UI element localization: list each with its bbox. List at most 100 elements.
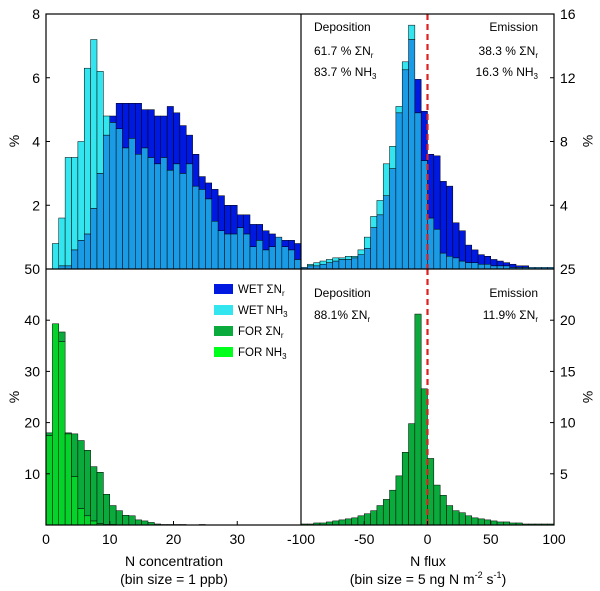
wet-flux-overlap-bar	[345, 259, 352, 270]
for-flux-sum-bar	[433, 484, 441, 526]
wet-conc-sum-bar	[115, 103, 123, 129]
y-axis-top-right-tick-label: 8	[560, 134, 568, 150]
x-axis-bottom-left-tick-label: 10	[102, 531, 118, 547]
wet-flux-sum-bar	[471, 249, 479, 263]
for-flux-sum-bar	[490, 520, 498, 526]
x-axis-sublabel-left: (bin size = 1 ppb)	[120, 571, 228, 587]
wet-conc-sum-bar	[128, 103, 136, 139]
for-flux-sum-bar	[357, 515, 365, 526]
for-flux-sum-bar	[465, 515, 473, 526]
wet-conc-overlap-bar	[84, 233, 91, 270]
x-axis-bottom-right-tick-label: 50	[483, 531, 499, 547]
wet-conc-sum-bar	[205, 182, 212, 200]
wet-flux-overlap-bar	[401, 69, 409, 270]
legend-swatch	[214, 347, 233, 357]
for-conc-sum-bar	[71, 433, 79, 477]
wet-conc-overlap-bar	[281, 246, 289, 270]
wet-conc-overlap-bar	[205, 198, 212, 270]
wet-flux-nh3-bar	[351, 256, 359, 259]
x-axis-bottom-right-tick-label: 100	[542, 531, 566, 547]
for-flux-sum-bar	[452, 510, 460, 526]
emission-title: Emission	[489, 20, 538, 34]
for-flux-sum-bar	[477, 518, 485, 526]
wet-conc-overlap-bar	[141, 147, 149, 270]
wet-conc-sum-bar	[160, 115, 168, 158]
wet-conc-overlap-bar	[198, 189, 206, 270]
wet-conc-sum-bar	[211, 189, 219, 222]
x-axis-bottom-left-tick-label: 0	[42, 531, 50, 547]
x-axis-bottom-left-tick-label: 30	[229, 531, 245, 547]
wet-conc-sum-bar	[192, 154, 200, 187]
wet-conc-nh3-bar	[96, 71, 104, 174]
wet-flux-overlap-bar	[382, 195, 390, 270]
wet-conc-sum-bar	[243, 214, 251, 235]
for-conc-sum-bar	[84, 449, 91, 517]
for-conc-overlap-bar	[64, 433, 72, 526]
wet-flux-sum-bar	[439, 181, 447, 254]
wet-flux-nh3-bar	[401, 61, 409, 71]
wet-flux-sum-bar	[433, 155, 441, 230]
wet-flux-overlap-bar	[471, 262, 479, 270]
wet-conc-overlap-bar	[154, 163, 161, 270]
for-flux-sum-bar	[401, 452, 409, 526]
wet-conc-nh3-bar	[58, 217, 66, 267]
for-flux-sum-bar	[332, 520, 340, 526]
emission-nh3-percent: 16.3 % NH3	[476, 65, 539, 81]
wet-conc-sum-bar	[109, 115, 117, 123]
x-axis-bottom-left-tick-label: 20	[166, 531, 182, 547]
y-axis-top-right-tick-label: 16	[560, 6, 576, 22]
wet-flux-overlap-bar	[364, 248, 371, 270]
wet-conc-overlap-bar	[179, 173, 187, 270]
wet-conc-sum-bar	[230, 205, 238, 235]
y-axis-top-left-tick-label: 4	[32, 134, 40, 150]
wet-conc-sum-bar	[141, 109, 149, 149]
wet-flux-nh3-bar	[338, 257, 346, 260]
wet-flux-sum-bar	[503, 262, 510, 267]
legend-swatch	[214, 284, 233, 294]
wet-conc-nh3-bar	[77, 141, 85, 241]
for-flux-sum-bar	[364, 513, 371, 526]
wet-flux-sum-bar	[465, 244, 473, 263]
wet-conc-nh3-bar	[64, 157, 72, 267]
wet-flux-overlap-bar	[433, 228, 441, 270]
y-axis-bottom-left-tick-label: 50	[24, 261, 40, 277]
for-flux-sum-bar	[395, 475, 403, 526]
for-flux-sum-bar	[484, 519, 491, 526]
for-conc-overlap-bar	[71, 476, 79, 526]
wet-flux-sum-bar	[452, 222, 460, 259]
x-axis-bottom-right-tick-label: -50	[354, 531, 374, 547]
legend-label: WET ΣNr	[238, 284, 285, 298]
wet-flux-overlap-bar	[351, 257, 359, 270]
y-axis-label: %	[580, 391, 596, 403]
wet-flux-overlap-bar	[357, 254, 365, 270]
for-conc-sum-bar	[135, 519, 142, 526]
for-flux-sum-bar	[370, 510, 378, 526]
deposition-sum-percent: 88.1% ΣNr	[314, 308, 370, 324]
wet-conc-overlap-bar	[230, 233, 238, 270]
wet-conc-overlap-bar	[294, 259, 302, 270]
x-axis-bottom-right-tick-label: 0	[424, 531, 432, 547]
wet-conc-overlap-bar	[109, 122, 117, 270]
overlay	[45, 13, 555, 526]
x-axis-label-right: N flux	[410, 553, 446, 569]
wet-conc-sum-bar	[173, 112, 181, 165]
wet-conc-sum-bar	[135, 103, 142, 155]
wet-conc-overlap-bar	[186, 163, 193, 270]
wet-flux-overlap-bar	[446, 256, 454, 270]
y-axis-top-left-tick-label: 8	[32, 6, 40, 22]
for-conc-sum-bar	[96, 472, 104, 524]
for-conc-overlap-bar	[90, 520, 98, 526]
wet-conc-sum-bar	[198, 176, 206, 190]
wet-flux-overlap-bar	[465, 262, 473, 270]
wet-conc-overlap-bar	[122, 147, 130, 270]
deposition-sum-percent: 61.7 % ΣNr	[314, 44, 374, 60]
wet-conc-overlap-bar	[224, 233, 232, 270]
for-conc-sum-bar	[64, 432, 72, 435]
wet-conc-overlap-bar	[115, 128, 123, 270]
wet-conc-sum-bar	[224, 205, 232, 235]
wet-flux-sum-bar	[490, 259, 498, 267]
for-conc-sum-bar	[103, 494, 110, 525]
deposition-title: Deposition	[314, 20, 371, 34]
y-axis-label: %	[6, 135, 22, 147]
wet-conc-overlap-bar	[192, 185, 200, 270]
